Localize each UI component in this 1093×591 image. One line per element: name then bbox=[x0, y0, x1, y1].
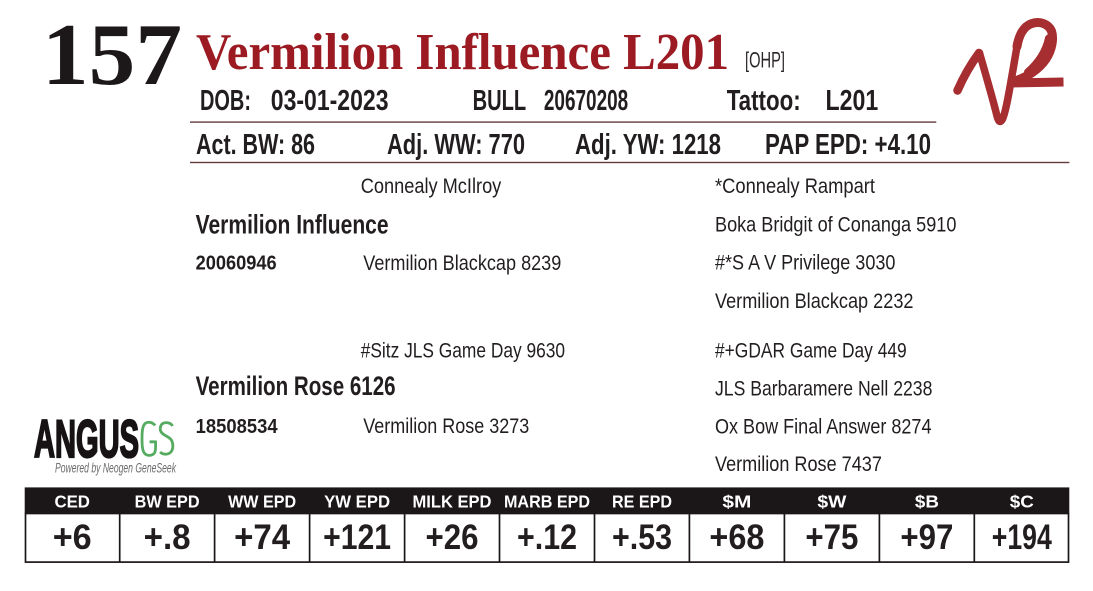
svg-text:JLS Barbaramere Nell 2238: JLS Barbaramere Nell 2238 bbox=[715, 377, 932, 401]
svg-text:+.12: +.12 bbox=[517, 518, 577, 557]
svg-text:BW EPD: BW EPD bbox=[135, 492, 200, 512]
svg-text:Connealy McIlroy: Connealy McIlroy bbox=[361, 174, 502, 198]
svg-text:$C: $C bbox=[1010, 492, 1034, 512]
svg-text:WW EPD: WW EPD bbox=[228, 492, 296, 512]
svg-text:#*S A V Privilege 3030: #*S A V Privilege 3030 bbox=[715, 251, 895, 275]
svg-text:*Connealy Rampart: *Connealy Rampart bbox=[715, 174, 875, 198]
svg-text:157: 157 bbox=[42, 7, 182, 104]
svg-text:Powered by Neogen GeneSeek: Powered by Neogen GeneSeek bbox=[55, 460, 177, 475]
svg-text:RE EPD: RE EPD bbox=[612, 492, 672, 512]
svg-text:DOB:: DOB: bbox=[200, 85, 251, 117]
svg-text:+97: +97 bbox=[900, 518, 953, 557]
svg-text:Act. BW: 86: Act. BW: 86 bbox=[196, 129, 315, 161]
svg-text:Ox Bow Final Answer 8274: Ox Bow Final Answer 8274 bbox=[715, 414, 932, 438]
svg-text:Vermilion Influence: Vermilion Influence bbox=[196, 210, 389, 240]
svg-text:+75: +75 bbox=[805, 518, 858, 557]
svg-text:MARB EPD: MARB EPD bbox=[504, 492, 590, 512]
svg-text:CED: CED bbox=[54, 492, 90, 512]
svg-text:MILK EPD: MILK EPD bbox=[413, 492, 492, 512]
svg-text:+68: +68 bbox=[709, 518, 764, 557]
svg-text:ANGUS: ANGUS bbox=[34, 410, 139, 469]
svg-text:Vermilion Rose 7437: Vermilion Rose 7437 bbox=[715, 452, 882, 476]
svg-text:+26: +26 bbox=[426, 518, 479, 557]
svg-text:Vermilion Rose 6126: Vermilion Rose 6126 bbox=[196, 371, 396, 401]
svg-text:+74: +74 bbox=[234, 518, 290, 557]
svg-text:+.8: +.8 bbox=[144, 518, 191, 557]
svg-text:Adj. YW: 1218: Adj. YW: 1218 bbox=[575, 129, 721, 161]
svg-text:$B: $B bbox=[915, 492, 939, 512]
svg-text:[OHP]: [OHP] bbox=[745, 48, 785, 73]
svg-text:PAP EPD: +4.10: PAP EPD: +4.10 bbox=[765, 129, 931, 161]
svg-text:Adj. WW: 770: Adj. WW: 770 bbox=[387, 129, 525, 161]
svg-text:Boka Bridgit of Conanga 5910: Boka Bridgit of Conanga 5910 bbox=[715, 212, 956, 236]
svg-text:+121: +121 bbox=[323, 518, 391, 557]
svg-text:Tattoo:: Tattoo: bbox=[727, 85, 801, 117]
svg-text:$M: $M bbox=[722, 492, 751, 512]
svg-text:Vermilion Blackcap 2232: Vermilion Blackcap 2232 bbox=[715, 289, 914, 313]
svg-text:#+GDAR Game Day 449: #+GDAR Game Day 449 bbox=[715, 339, 907, 363]
svg-text:YW EPD: YW EPD bbox=[324, 492, 390, 512]
svg-text:L201: L201 bbox=[826, 85, 879, 117]
svg-text:+.53: +.53 bbox=[612, 518, 672, 557]
svg-text:#Sitz JLS Game Day 9630: #Sitz JLS Game Day 9630 bbox=[361, 339, 565, 363]
svg-text:18508534: 18508534 bbox=[196, 415, 279, 438]
svg-text:+6: +6 bbox=[53, 518, 92, 557]
svg-text:20060946: 20060946 bbox=[196, 251, 277, 274]
svg-text:Vermilion Blackcap 8239: Vermilion Blackcap 8239 bbox=[363, 251, 561, 275]
svg-text:Vermilion Influence L201: Vermilion Influence L201 bbox=[196, 24, 729, 81]
svg-text:20670208: 20670208 bbox=[544, 85, 628, 117]
svg-text:+194: +194 bbox=[992, 518, 1052, 557]
svg-text:$W: $W bbox=[817, 492, 847, 512]
svg-text:Vermilion Rose 3273: Vermilion Rose 3273 bbox=[363, 414, 529, 438]
svg-text:BULL: BULL bbox=[473, 85, 527, 117]
svg-text:03-01-2023: 03-01-2023 bbox=[271, 85, 389, 117]
